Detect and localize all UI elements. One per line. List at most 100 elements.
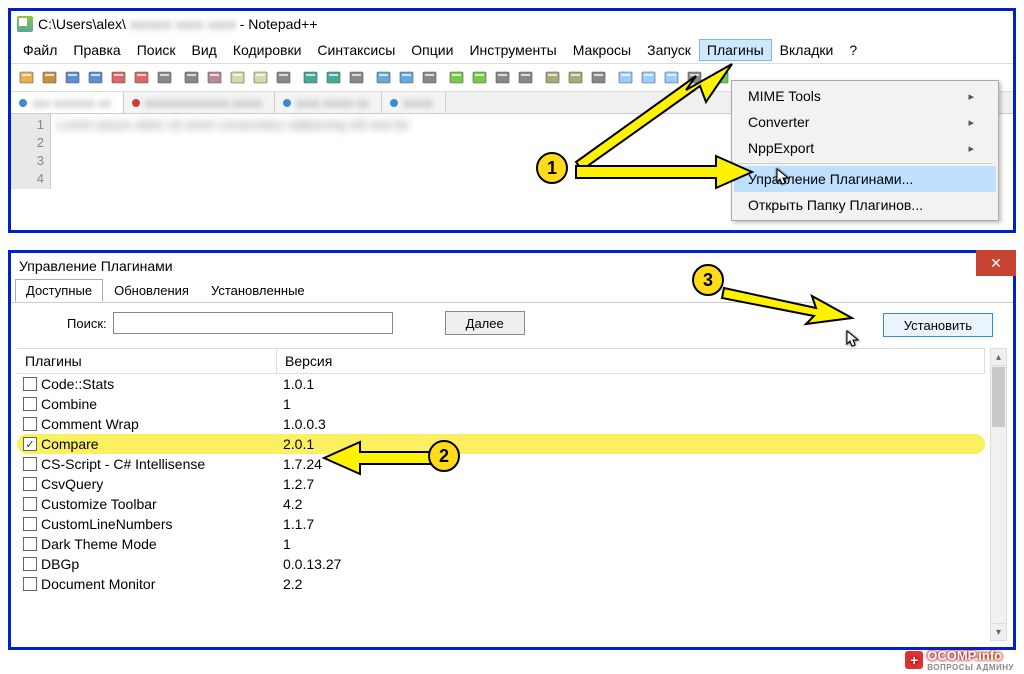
checkbox[interactable] [23, 477, 37, 491]
scroll-down-icon[interactable]: ▾ [991, 623, 1006, 640]
checkbox[interactable] [23, 417, 37, 431]
showall-icon[interactable] [446, 67, 467, 88]
menu-item-?[interactable]: ? [841, 39, 865, 61]
plugin-version: 4.2 [283, 496, 979, 512]
monitor-icon[interactable] [615, 67, 636, 88]
plugin-name: Comment Wrap [41, 416, 139, 432]
plugin-row[interactable]: DBGp 0.0.13.27 [17, 554, 985, 574]
checkbox[interactable] [23, 457, 37, 471]
menu-item-макросы[interactable]: Макросы [565, 39, 639, 61]
save-icon[interactable] [62, 67, 83, 88]
plugin-row[interactable]: CS-Script - C# Intellisense 1.7.24 [17, 454, 985, 474]
copy-icon[interactable] [204, 67, 225, 88]
doc-list-icon[interactable] [542, 67, 563, 88]
redo-icon[interactable] [273, 67, 294, 88]
menu-item-правка[interactable]: Правка [65, 39, 128, 61]
menu-item-синтаксисы[interactable]: Синтаксисы [309, 39, 403, 61]
checkbox[interactable] [23, 537, 37, 551]
checkbox[interactable] [23, 377, 37, 391]
plugin-row[interactable]: Dark Theme Mode 1 [17, 534, 985, 554]
record-icon[interactable] [638, 67, 659, 88]
dropdown-item[interactable]: MIME Tools▸ [734, 83, 996, 109]
plugin-tab[interactable]: Обновления [103, 279, 200, 302]
menu-item-вид[interactable]: Вид [184, 39, 225, 61]
run-icon[interactable] [711, 67, 732, 88]
cursor-icon [846, 330, 860, 348]
file-tab[interactable]: xxx xxxxxxx xx [11, 92, 124, 113]
replace-icon[interactable] [323, 67, 344, 88]
watermark: + OCOMP.info ВОПРОСЫ АДМИНУ [905, 648, 1014, 672]
file-tab[interactable]: xxxxxxxxxxxxxx xxxxx [124, 92, 275, 113]
scroll-thumb[interactable] [992, 367, 1005, 427]
dropdown-item[interactable]: Converter▸ [734, 109, 996, 135]
checkbox[interactable]: ✓ [23, 437, 37, 451]
plugin-row[interactable]: Combine 1 [17, 394, 985, 414]
dropdown-item[interactable]: Открыть Папку Плагинов... [734, 192, 996, 218]
func-list-icon[interactable] [565, 67, 586, 88]
checkbox[interactable] [23, 497, 37, 511]
file-tab[interactable]: xxxx xxxxx xx [275, 92, 382, 113]
plugin-row[interactable]: CsvQuery 1.2.7 [17, 474, 985, 494]
undo-icon[interactable] [250, 67, 271, 88]
grid-headers: Плагины Версия [17, 349, 985, 374]
menu-item-поиск[interactable]: Поиск [129, 39, 184, 61]
checkbox[interactable] [23, 517, 37, 531]
closeall-icon[interactable] [131, 67, 152, 88]
plugin-row[interactable]: Code::Stats 1.0.1 [17, 374, 985, 394]
file-tab[interactable]: xxxxx [382, 92, 446, 113]
scroll-up-icon[interactable]: ▴ [991, 349, 1006, 366]
vertical-scrollbar[interactable]: ▴ ▾ [990, 348, 1007, 641]
next-button[interactable]: Далее [445, 311, 525, 335]
search-input[interactable] [113, 312, 393, 334]
menu-item-запуск[interactable]: Запуск [639, 39, 699, 61]
doc-map-icon[interactable] [588, 67, 609, 88]
close-icon[interactable] [108, 67, 129, 88]
plugin-manager-window: Управление Плагинами ✕ ДоступныеОбновлен… [8, 250, 1016, 650]
paste-icon[interactable] [227, 67, 248, 88]
zoom-in-icon[interactable] [346, 67, 367, 88]
checkbox[interactable] [23, 397, 37, 411]
watermark-suffix: .info [975, 648, 1002, 663]
plugin-row[interactable]: Comment Wrap 1.0.0.3 [17, 414, 985, 434]
plugins-grid: Плагины Версия Code::Stats 1.0.1 Combine… [17, 348, 985, 641]
cut-icon[interactable] [181, 67, 202, 88]
column-header-name[interactable]: Плагины [17, 349, 277, 373]
menu-item-опции[interactable]: Опции [403, 39, 461, 61]
outdent-icon[interactable] [492, 67, 513, 88]
checkbox[interactable] [23, 577, 37, 591]
saveall-icon[interactable] [85, 67, 106, 88]
plugin-row[interactable]: CustomLineNumbers 1.1.7 [17, 514, 985, 534]
cursor-icon [776, 168, 790, 186]
menu-item-плагины[interactable]: Плагины [699, 39, 772, 61]
dropdown-item[interactable]: NppExport▸ [734, 135, 996, 161]
menu-item-файл[interactable]: Файл [15, 39, 65, 61]
plugin-version: 1.1.7 [283, 516, 979, 532]
plugin-tabs: ДоступныеОбновленияУстановленные [11, 279, 1013, 303]
find-icon[interactable] [300, 67, 321, 88]
checkbox[interactable] [23, 557, 37, 571]
open-icon[interactable] [39, 67, 60, 88]
plugin-tab[interactable]: Доступные [15, 279, 103, 302]
dropdown-item[interactable]: Управление Плагинами... [734, 166, 996, 192]
plugin-row[interactable]: ✓ Compare 2.0.1 [17, 434, 985, 454]
wordwrap-icon[interactable] [419, 67, 440, 88]
column-header-version[interactable]: Версия [277, 349, 985, 373]
macro-icon[interactable] [684, 67, 705, 88]
menu-item-инструменты[interactable]: Инструменты [461, 39, 564, 61]
close-button[interactable]: ✕ [976, 250, 1016, 276]
menu-item-кодировки[interactable]: Кодировки [225, 39, 310, 61]
new-icon[interactable] [16, 67, 37, 88]
sync-icon[interactable] [396, 67, 417, 88]
titlebar: C:\Users\alex\ xxxxxx xxxx xxxx - Notepa… [11, 11, 1013, 37]
install-button[interactable]: Установить [883, 313, 993, 337]
play-icon[interactable] [661, 67, 682, 88]
menu-item-вкладки[interactable]: Вкладки [772, 39, 842, 61]
plugin-row[interactable]: Document Monitor 2.2 [17, 574, 985, 594]
zoom-out-icon[interactable] [373, 67, 394, 88]
folder-icon[interactable] [515, 67, 536, 88]
print-icon[interactable] [154, 67, 175, 88]
plugins-dropdown-menu: MIME Tools▸Converter▸NppExport▸ Управлени… [731, 80, 999, 221]
indent-icon[interactable] [469, 67, 490, 88]
plugin-row[interactable]: Customize Toolbar 4.2 [17, 494, 985, 514]
plugin-tab[interactable]: Установленные [200, 279, 316, 302]
